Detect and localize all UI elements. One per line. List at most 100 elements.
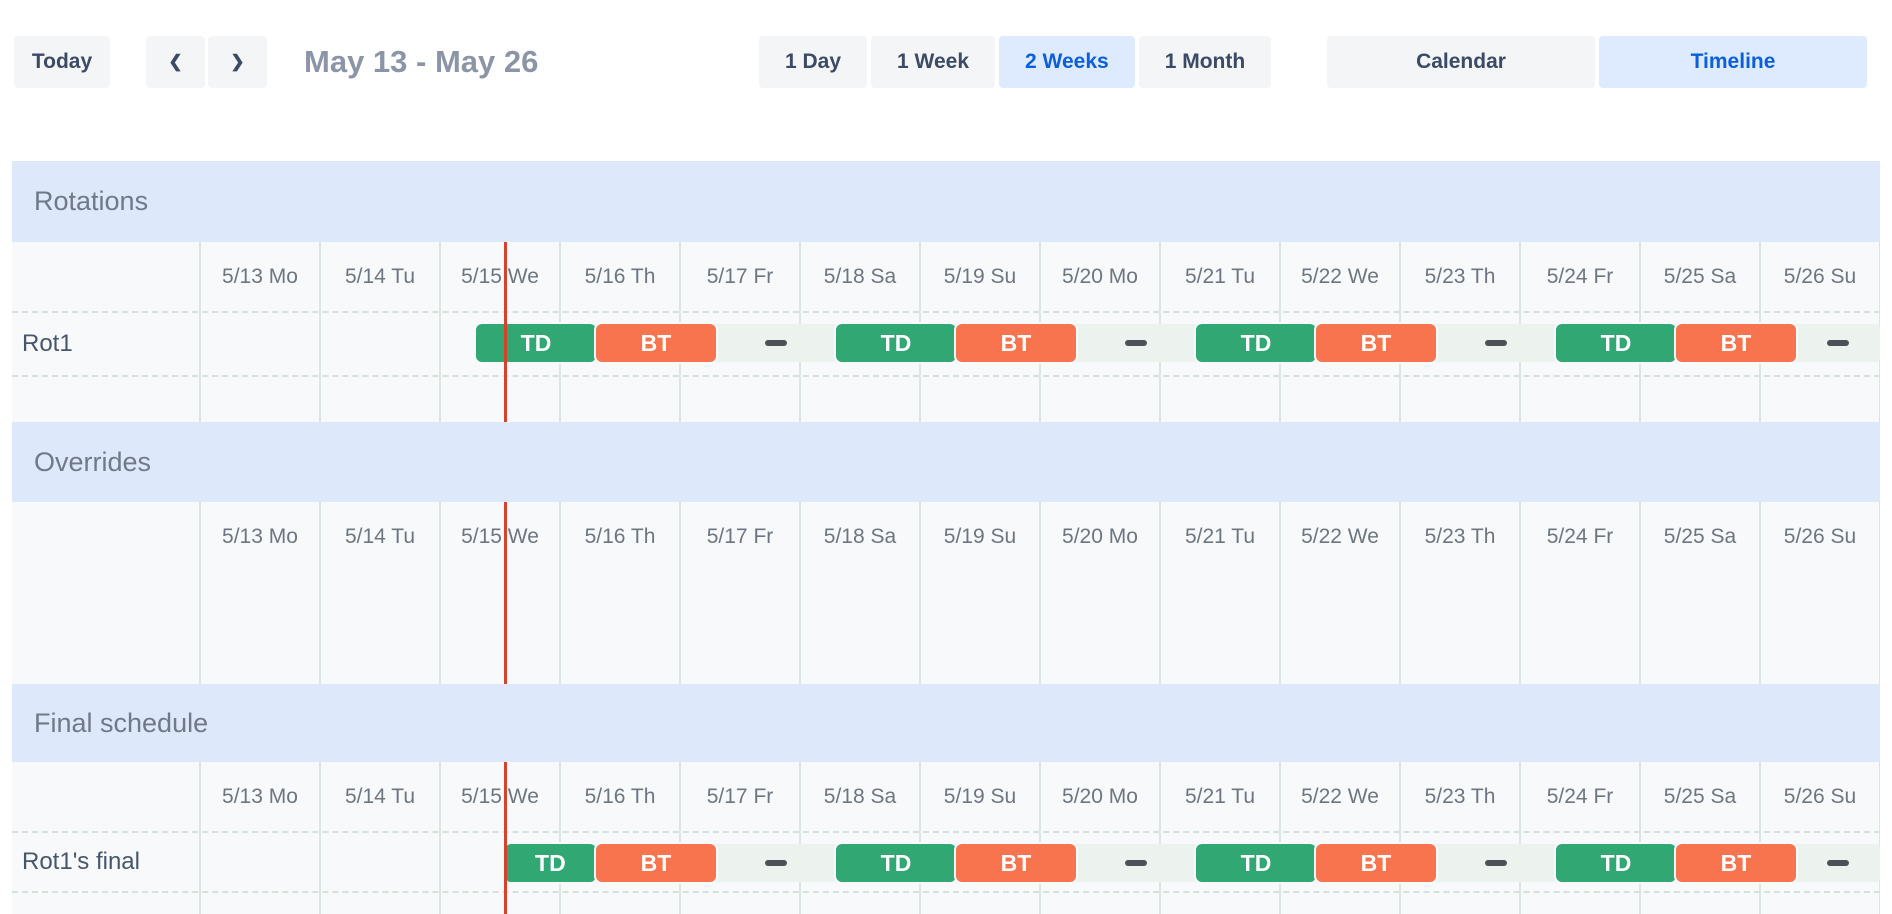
rotation-row-label: Rot1's final xyxy=(22,848,140,875)
day-header-label: 5/22 We xyxy=(1301,525,1379,548)
day-header-label: 5/13 Mo xyxy=(222,785,298,808)
shift-bar-td[interactable]: TD xyxy=(476,324,596,362)
day-header-label: 5/21 Tu xyxy=(1184,265,1256,288)
mode-option-timeline[interactable]: Timeline xyxy=(1599,36,1867,88)
row-divider xyxy=(12,831,1880,833)
day-header-label: 5/20 Mo xyxy=(1062,525,1138,548)
shift-bar-td[interactable]: TD xyxy=(1196,324,1316,362)
day-header-label: 5/26 Su xyxy=(1783,525,1857,548)
mode-option-calendar[interactable]: Calendar xyxy=(1327,36,1595,88)
shift-bar-bt[interactable]: BT xyxy=(1316,844,1436,882)
next-period-button[interactable]: ❯ xyxy=(208,36,267,88)
shift-bar-bt[interactable]: BT xyxy=(596,324,716,362)
day-header-label: 5/20 Mo xyxy=(1062,265,1138,288)
schedule-timeline-app: Today ❮ ❯ May 13 - May 26 1 Day 1 Week 2 W… xyxy=(12,0,1880,914)
view-option-2-weeks[interactable]: 2 Weeks xyxy=(999,36,1135,88)
day-header-label: 5/25 Sa xyxy=(1663,525,1737,548)
shift-bar-bt[interactable]: BT xyxy=(1676,844,1796,882)
grid-line xyxy=(1399,762,1401,914)
grid-line xyxy=(1639,762,1641,914)
day-header-label: 5/19 Su xyxy=(943,785,1017,808)
chevron-left-icon: ❮ xyxy=(168,52,183,71)
shift-bar-bt[interactable]: BT xyxy=(596,844,716,882)
grid-line xyxy=(319,242,321,422)
mode-switcher: Calendar Timeline xyxy=(1327,36,1867,88)
day-header-label: 5/25 Sa xyxy=(1663,785,1737,808)
grid-line xyxy=(919,502,921,684)
shift-bar-td[interactable]: TD xyxy=(1196,844,1316,882)
row-divider xyxy=(12,311,1880,313)
grid-line xyxy=(1159,502,1161,684)
current-time-line xyxy=(503,762,507,914)
day-header-label: 5/17 Fr xyxy=(706,525,774,548)
shift-bar-td[interactable]: TD xyxy=(504,844,596,882)
day-header-label: 5/16 Th xyxy=(584,785,656,808)
day-header-label: 5/21 Tu xyxy=(1184,785,1256,808)
date-navigation: ❮ ❯ xyxy=(146,36,267,88)
grid-line xyxy=(1879,762,1880,914)
section-header-overrides: Overrides xyxy=(12,422,1880,502)
day-header-label: 5/17 Fr xyxy=(706,265,774,288)
grid-line xyxy=(199,762,201,914)
grid-line xyxy=(1279,762,1281,914)
grid-line xyxy=(1519,762,1521,914)
day-header-label: 5/15 We xyxy=(461,785,539,808)
view-option-1-day[interactable]: 1 Day xyxy=(759,36,868,88)
shift-bar-td[interactable]: TD xyxy=(1556,844,1676,882)
grid-line xyxy=(679,502,681,684)
grid-line xyxy=(1519,502,1521,684)
day-header-label: 5/23 Th xyxy=(1424,525,1496,548)
grid-line xyxy=(1039,762,1041,914)
prev-period-button[interactable]: ❮ xyxy=(146,36,205,88)
grid-line xyxy=(1039,502,1041,684)
day-header-label: 5/22 We xyxy=(1301,785,1379,808)
section-title: Final schedule xyxy=(34,707,209,738)
grid-line xyxy=(199,502,201,684)
shift-bar-bt[interactable]: BT xyxy=(1316,324,1436,362)
day-header-label: 5/16 Th xyxy=(584,525,656,548)
grid-line xyxy=(679,762,681,914)
section-title: Overrides xyxy=(34,446,152,477)
day-header-label: 5/26 Su xyxy=(1783,265,1857,288)
shift-bar-td[interactable]: TD xyxy=(836,844,956,882)
shift-bar-bt[interactable]: BT xyxy=(1676,324,1796,362)
day-header-label: 5/13 Mo xyxy=(222,265,298,288)
shift-bar-td[interactable]: TD xyxy=(1556,324,1676,362)
grid-line xyxy=(439,502,441,684)
day-header-label: 5/23 Th xyxy=(1424,265,1496,288)
current-time-line xyxy=(503,242,507,422)
empty-shift-dash xyxy=(1485,860,1507,866)
day-header-label: 5/23 Th xyxy=(1424,785,1496,808)
today-button[interactable]: Today xyxy=(14,36,110,88)
date-range-title: May 13 - May 26 xyxy=(304,44,539,79)
day-header-label: 5/14 Tu xyxy=(344,785,416,808)
view-option-1-week[interactable]: 1 Week xyxy=(871,36,996,88)
day-header-label: 5/14 Tu xyxy=(344,525,416,548)
day-header-label: 5/16 Th xyxy=(584,265,656,288)
empty-shift-dash xyxy=(1827,860,1849,866)
rotation-row-label: Rot1 xyxy=(22,330,73,357)
day-header-label: 5/18 Sa xyxy=(823,265,897,288)
empty-shift-dash xyxy=(765,860,787,866)
current-time-line xyxy=(503,502,507,684)
empty-shift-dash xyxy=(765,340,787,346)
day-header-label: 5/24 Fr xyxy=(1546,265,1614,288)
empty-shift-dash xyxy=(1125,340,1147,346)
grid-line xyxy=(559,762,561,914)
view-switcher: 1 Day 1 Week 2 Weeks 1 Month xyxy=(759,36,1272,88)
day-header-label: 5/26 Su xyxy=(1783,785,1857,808)
grid-line xyxy=(919,762,921,914)
empty-shift-dash xyxy=(1485,340,1507,346)
section-title: Rotations xyxy=(34,186,149,216)
row-divider xyxy=(12,375,1880,377)
day-header-label: 5/13 Mo xyxy=(222,525,298,548)
shift-bar-bt[interactable]: BT xyxy=(956,844,1076,882)
section-overrides: Overrides 5/13 Mo 5/14 Tu 5/15 We 5/16 Th 5/1… xyxy=(12,422,1880,684)
grid-line xyxy=(1159,762,1161,914)
shift-bar-bt[interactable]: BT xyxy=(956,324,1076,362)
view-option-1-month[interactable]: 1 Month xyxy=(1138,36,1272,88)
day-header-label: 5/19 Su xyxy=(943,265,1017,288)
grid-line xyxy=(1399,502,1401,684)
shift-bar-td[interactable]: TD xyxy=(836,324,956,362)
grid-line xyxy=(1759,502,1761,684)
